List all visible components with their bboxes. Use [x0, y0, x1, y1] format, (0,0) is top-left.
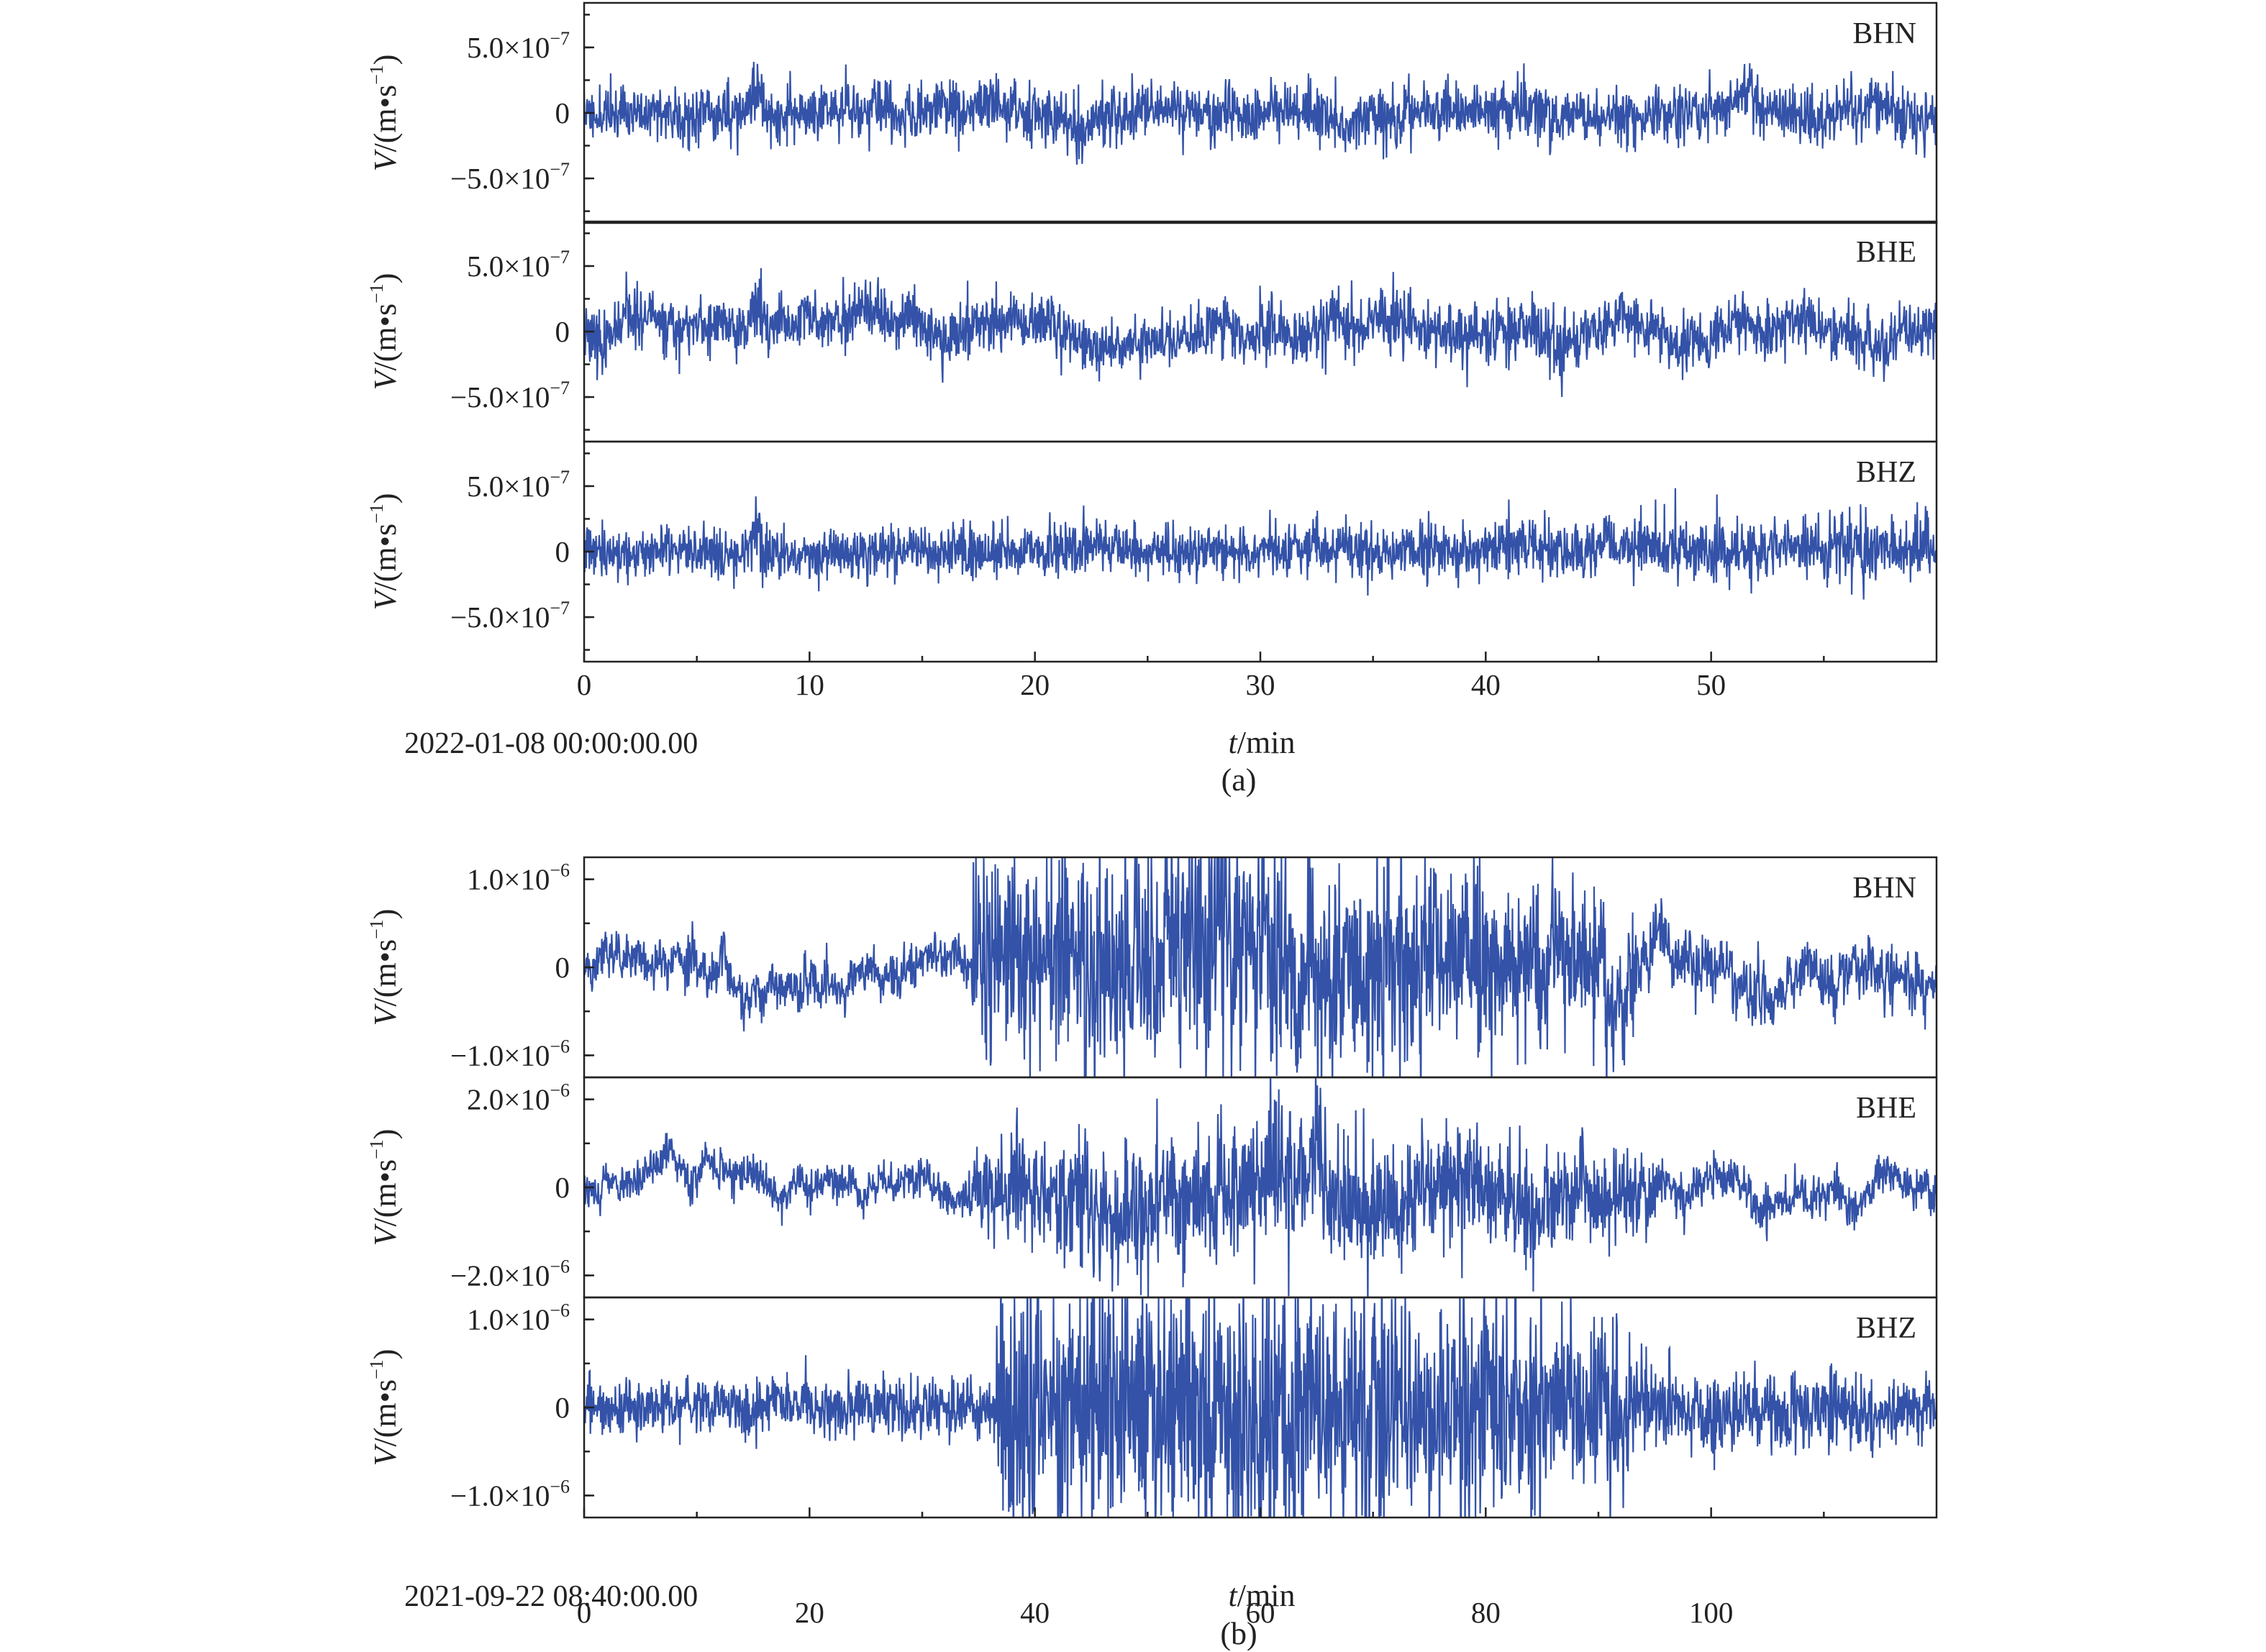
y-tick-label: 5.0×10−7: [467, 247, 570, 283]
y-tick-label: −1.0×10−6: [450, 1036, 570, 1072]
y-tick-label: −1.0×10−6: [450, 1476, 570, 1512]
waveform-bhe: [584, 268, 1937, 398]
start-time: 2021-09-22 08:40:00.00: [404, 1580, 698, 1613]
waveform-bhe: [584, 1077, 1937, 1297]
waveform-bhz: [584, 1297, 1937, 1518]
component-bhn: 5.0×10−7 0 −5.0×10−7 V/(m•s−1) BHN: [366, 1, 1938, 224]
component-label: BHE: [1856, 236, 1916, 269]
x-tick-label: 10: [795, 668, 824, 701]
y-tick-label: 0: [555, 535, 570, 568]
x-tick-label: 100: [1689, 1596, 1734, 1629]
component-bhe: 5.0×10−7 0 −5.0×10−7 V/(m•s−1) BHE: [366, 220, 1938, 443]
x-tick-label: 60: [1246, 1596, 1275, 1629]
x-tick-label: 80: [1471, 1596, 1501, 1629]
y-tick-label: −5.0×10−7: [450, 378, 570, 414]
component-bhz: 5.0×10−7 0 −5.0×10−7 V/(m•s−1) BHZ: [366, 440, 1938, 663]
x-tick-label: 40: [1020, 1596, 1050, 1629]
x-tick-label: 0: [577, 1596, 592, 1629]
y-tick-label: 1.0×10−6: [467, 1300, 570, 1336]
y-tick-label: 2.0×10−6: [467, 1080, 570, 1116]
waveform-bhz: [584, 488, 1937, 600]
x-tick-label: 40: [1471, 668, 1501, 701]
waveform-bhn: [584, 61, 1937, 165]
component-bhn: 1.0×10−6 0 −1.0×10−6 V/(m•s−1) BHN: [366, 856, 1938, 1079]
component-label: BHN: [1852, 17, 1916, 50]
y-axis-title: V/(m•s−1): [366, 55, 403, 172]
y-tick-label: 5.0×10−7: [467, 28, 570, 64]
y-tick-label: 0: [555, 1391, 570, 1424]
panel-label: (b): [1220, 1616, 1257, 1651]
y-tick-label: 0: [555, 1171, 570, 1204]
panel-label: (a): [1221, 762, 1257, 798]
y-tick-label: 0: [555, 315, 570, 348]
x-tick-label: 20: [795, 1596, 824, 1629]
component-bhz: 1.0×10−6 0 −1.0×10−6 V/(m•s−1) BHZ: [366, 1296, 1938, 1519]
y-axis-title: V/(m•s−1): [366, 1349, 403, 1466]
y-tick-label: −5.0×10−7: [450, 159, 570, 195]
x-axis-title: t/min: [1229, 725, 1296, 760]
y-axis-title: V/(m•s−1): [366, 909, 403, 1026]
component-bhe: 2.0×10−6 0 −2.0×10−6 V/(m•s−1) BHE: [366, 1076, 1938, 1299]
y-tick-label: 0: [555, 96, 570, 129]
component-label: BHZ: [1856, 456, 1916, 489]
y-tick-label: 0: [555, 951, 570, 984]
waveform-bhn: [584, 857, 1937, 1077]
x-tick-label: 20: [1020, 668, 1050, 701]
x-tick-label: 0: [577, 668, 592, 701]
panel-a: 5.0×10−7 0 −5.0×10−7 V/(m•s−1) BHN 5.0×10−7 0 −…: [366, 1, 1938, 798]
y-tick-label: −2.0×10−6: [450, 1256, 570, 1292]
y-tick-label: −5.0×10−7: [450, 598, 570, 634]
component-label: BHN: [1852, 872, 1916, 905]
x-tick-label: 50: [1696, 668, 1726, 701]
panel-b: 1.0×10−6 0 −1.0×10−6 V/(m•s−1) BHN 2.0×10−6 0 −…: [366, 856, 1938, 1651]
x-axis-title: t/min: [1229, 1578, 1296, 1613]
y-axis-title: V/(m•s−1): [366, 1129, 403, 1246]
y-tick-label: 5.0×10−7: [467, 467, 570, 503]
component-label: BHE: [1856, 1092, 1916, 1125]
x-tick-label: 30: [1246, 668, 1275, 701]
start-time: 2022-01-08 00:00:00.00: [404, 727, 698, 760]
component-label: BHZ: [1856, 1312, 1916, 1345]
y-axis-title: V/(m•s−1): [366, 273, 403, 391]
y-axis-title: V/(m•s−1): [366, 493, 403, 611]
y-tick-label: 1.0×10−6: [467, 860, 570, 896]
